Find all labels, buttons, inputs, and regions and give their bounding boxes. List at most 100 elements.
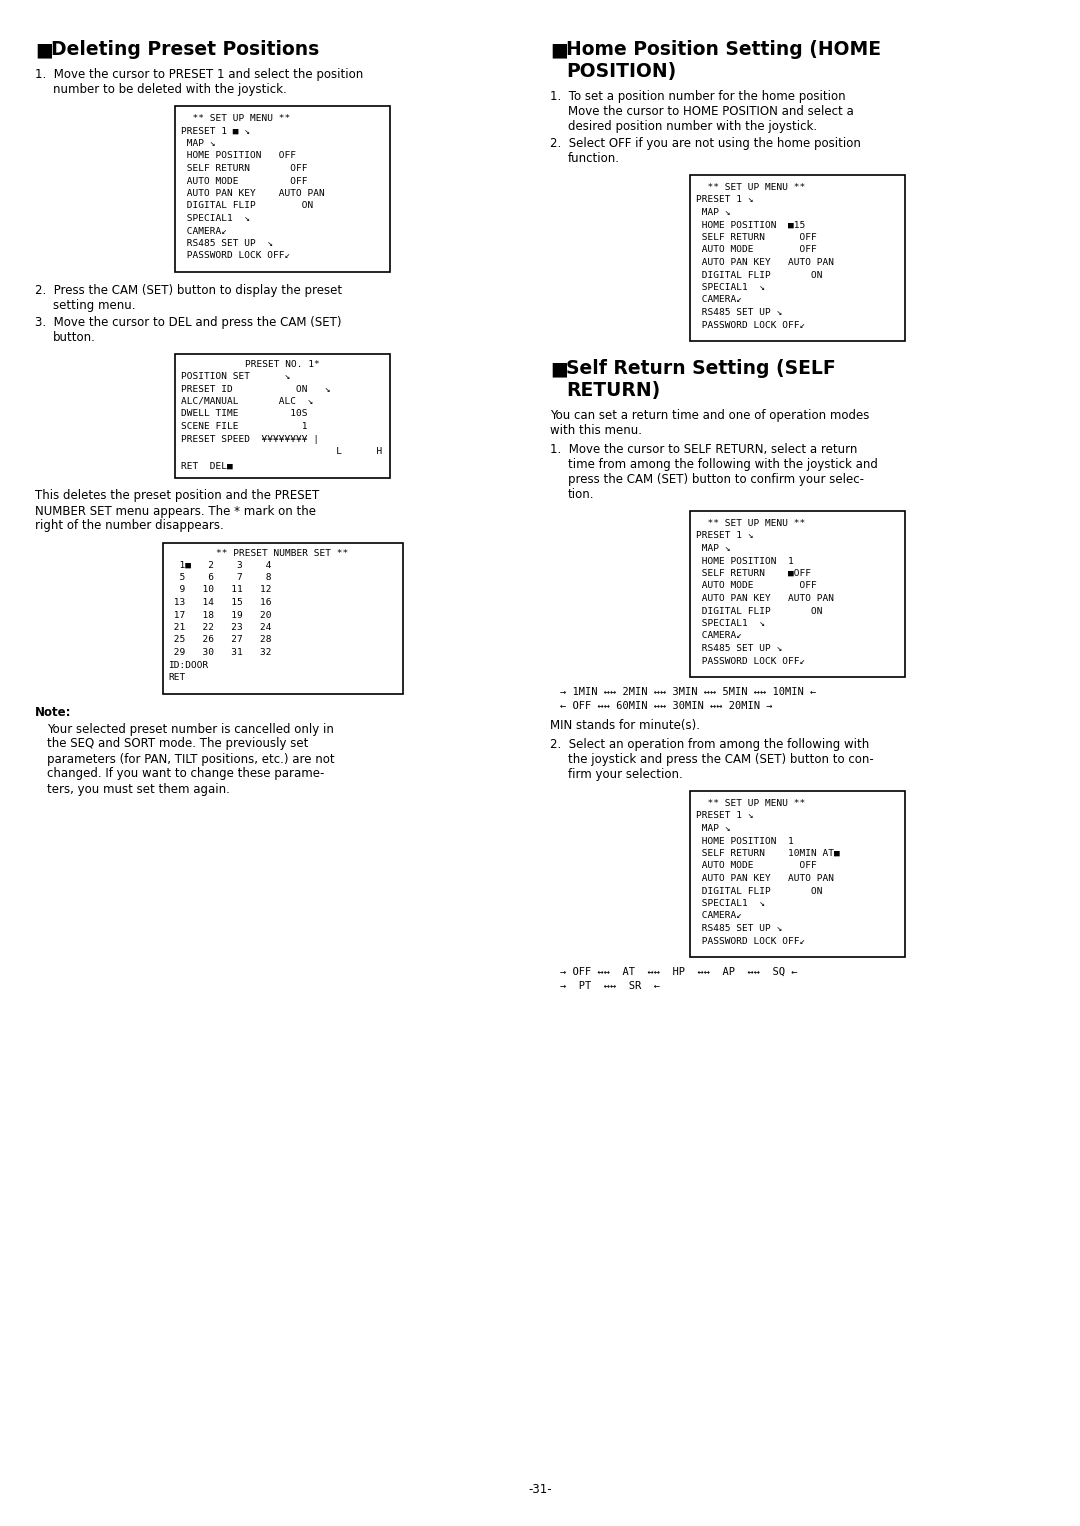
Text: PRESET 1 ↘: PRESET 1 ↘ [696, 531, 754, 540]
Text: ** SET UP MENU **: ** SET UP MENU ** [696, 800, 806, 807]
FancyBboxPatch shape [175, 105, 390, 272]
Text: button.: button. [53, 331, 96, 343]
Text: press the CAM (SET) button to confirm your selec-: press the CAM (SET) button to confirm yo… [568, 473, 864, 485]
Text: MIN stands for minute(s).: MIN stands for minute(s). [550, 719, 700, 732]
Text: 1.  Move the cursor to SELF RETURN, select a return: 1. Move the cursor to SELF RETURN, selec… [550, 443, 858, 456]
Text: AUTO MODE        OFF: AUTO MODE OFF [696, 581, 816, 591]
Text: PASSWORD LOCK OFF↙: PASSWORD LOCK OFF↙ [696, 937, 806, 946]
Text: SPECIAL1  ↘: SPECIAL1 ↘ [181, 214, 249, 223]
Text: SPECIAL1  ↘: SPECIAL1 ↘ [696, 899, 765, 908]
Text: 1■   2    3    4: 1■ 2 3 4 [168, 560, 272, 569]
Text: This deletes the preset position and the PRESET: This deletes the preset position and the… [35, 490, 320, 502]
Text: HOME POSITION  1: HOME POSITION 1 [696, 836, 794, 845]
Text: ALC/MANUAL       ALC  ↘: ALC/MANUAL ALC ↘ [181, 397, 313, 406]
Text: RETURN): RETURN) [566, 382, 660, 400]
Text: 9   10   11   12: 9 10 11 12 [168, 586, 272, 595]
Text: PRESET SPEED  ¥¥¥¥¥¥¥¥ |: PRESET SPEED ¥¥¥¥¥¥¥¥ | [181, 435, 319, 444]
Text: AUTO PAN KEY   AUTO PAN: AUTO PAN KEY AUTO PAN [696, 258, 834, 267]
Text: AUTO PAN KEY    AUTO PAN: AUTO PAN KEY AUTO PAN [181, 189, 325, 198]
Text: PASSWORD LOCK OFF↙: PASSWORD LOCK OFF↙ [181, 252, 291, 261]
Text: MAP ↘: MAP ↘ [696, 824, 730, 833]
Text: DIGITAL FLIP       ON: DIGITAL FLIP ON [696, 270, 823, 279]
Text: ** SET UP MENU **: ** SET UP MENU ** [696, 519, 806, 528]
Text: 2.  Select an operation from among the following with: 2. Select an operation from among the fo… [550, 739, 869, 751]
Text: RS485 SET UP ↘: RS485 SET UP ↘ [696, 925, 782, 932]
Text: with this menu.: with this menu. [550, 424, 642, 436]
Text: desired position number with the joystick.: desired position number with the joystic… [568, 121, 818, 133]
Text: -31-: -31- [528, 1483, 552, 1495]
Text: → 1MIN ↔↔ 2MIN ↔↔ 3MIN ↔↔ 5MIN ↔↔ 10MIN ←: → 1MIN ↔↔ 2MIN ↔↔ 3MIN ↔↔ 5MIN ↔↔ 10MIN … [561, 687, 816, 697]
Text: SELF RETURN    ■OFF: SELF RETURN ■OFF [696, 569, 811, 578]
Text: SELF RETURN       OFF: SELF RETURN OFF [181, 163, 308, 172]
Text: 29   30   31   32: 29 30 31 32 [168, 649, 272, 658]
Text: AUTO MODE        OFF: AUTO MODE OFF [696, 862, 816, 870]
Text: RS485 SET UP ↘: RS485 SET UP ↘ [696, 644, 782, 653]
Text: PRESET NO. 1*: PRESET NO. 1* [245, 360, 320, 369]
Text: NUMBER SET menu appears. The * mark on the: NUMBER SET menu appears. The * mark on t… [35, 505, 316, 517]
Text: MAP ↘: MAP ↘ [181, 139, 216, 148]
Text: RS485 SET UP ↘: RS485 SET UP ↘ [696, 308, 782, 317]
Text: PRESET 1 ↘: PRESET 1 ↘ [696, 812, 754, 821]
Text: MAP ↘: MAP ↘ [696, 543, 730, 552]
Text: L      H: L H [181, 447, 382, 456]
Text: CAMERA↙: CAMERA↙ [696, 911, 742, 920]
Text: ** SET UP MENU **: ** SET UP MENU ** [181, 114, 291, 124]
Text: 1.  To set a position number for the home position: 1. To set a position number for the home… [550, 90, 846, 102]
Text: SCENE FILE           1: SCENE FILE 1 [181, 423, 308, 430]
Text: AUTO PAN KEY   AUTO PAN: AUTO PAN KEY AUTO PAN [696, 594, 834, 603]
Text: 2.  Select OFF if you are not using the home position: 2. Select OFF if you are not using the h… [550, 137, 861, 150]
Text: Move the cursor to HOME POSITION and select a: Move the cursor to HOME POSITION and sel… [568, 105, 854, 118]
Text: DIGITAL FLIP       ON: DIGITAL FLIP ON [696, 887, 823, 896]
Text: MAP ↘: MAP ↘ [696, 208, 730, 217]
Text: number to be deleted with the joystick.: number to be deleted with the joystick. [53, 82, 287, 96]
Text: ■: ■ [550, 40, 568, 60]
FancyBboxPatch shape [690, 175, 905, 340]
Text: ← OFF ↔↔ 60MIN ↔↔ 30MIN ↔↔ 20MIN →: ← OFF ↔↔ 60MIN ↔↔ 30MIN ↔↔ 20MIN → [561, 700, 772, 711]
Text: You can set a return time and one of operation modes: You can set a return time and one of ope… [550, 409, 869, 423]
Text: RET  DEL■: RET DEL■ [181, 461, 233, 470]
Text: POSITION SET      ↘: POSITION SET ↘ [181, 372, 291, 382]
Text: DIGITAL FLIP        ON: DIGITAL FLIP ON [181, 201, 313, 211]
Text: 1.  Move the cursor to PRESET 1 and select the position: 1. Move the cursor to PRESET 1 and selec… [35, 69, 363, 81]
Text: AUTO MODE         OFF: AUTO MODE OFF [181, 177, 308, 186]
Text: HOME POSITION   OFF: HOME POSITION OFF [181, 151, 296, 160]
Text: Home Position Setting (HOME: Home Position Setting (HOME [566, 40, 881, 60]
Text: right of the number disappears.: right of the number disappears. [35, 519, 224, 533]
Text: AUTO MODE        OFF: AUTO MODE OFF [696, 246, 816, 255]
Text: 5    6    7    8: 5 6 7 8 [168, 572, 272, 581]
Text: ■: ■ [35, 40, 53, 60]
Text: PASSWORD LOCK OFF↙: PASSWORD LOCK OFF↙ [696, 656, 806, 665]
Text: Self Return Setting (SELF: Self Return Setting (SELF [566, 359, 836, 378]
Text: 21   22   23   24: 21 22 23 24 [168, 623, 272, 632]
Text: DIGITAL FLIP       ON: DIGITAL FLIP ON [696, 606, 823, 615]
Text: RS485 SET UP  ↘: RS485 SET UP ↘ [181, 240, 273, 249]
Text: PRESET ID           ON   ↘: PRESET ID ON ↘ [181, 385, 330, 394]
Text: ID:DOOR: ID:DOOR [168, 661, 208, 670]
Text: →  PT  ↔↔  SR  ←: → PT ↔↔ SR ← [561, 981, 660, 990]
Text: PRESET 1 ■ ↘: PRESET 1 ■ ↘ [181, 127, 249, 136]
Text: PRESET 1 ↘: PRESET 1 ↘ [696, 195, 754, 204]
Text: PASSWORD LOCK OFF↙: PASSWORD LOCK OFF↙ [696, 320, 806, 330]
Text: function.: function. [568, 153, 620, 165]
Text: changed. If you want to change these parame-: changed. If you want to change these par… [48, 768, 324, 780]
Text: SELF RETURN      OFF: SELF RETURN OFF [696, 233, 816, 243]
Text: ** SET UP MENU **: ** SET UP MENU ** [696, 183, 806, 192]
Text: SPECIAL1  ↘: SPECIAL1 ↘ [696, 620, 765, 629]
Text: RET: RET [168, 673, 186, 682]
FancyBboxPatch shape [162, 543, 403, 693]
Text: CAMERA↙: CAMERA↙ [696, 632, 742, 641]
Text: setting menu.: setting menu. [53, 299, 135, 311]
Text: ters, you must set them again.: ters, you must set them again. [48, 783, 230, 795]
Text: 3.  Move the cursor to DEL and press the CAM (SET): 3. Move the cursor to DEL and press the … [35, 316, 341, 330]
Text: firm your selection.: firm your selection. [568, 768, 683, 781]
Text: SPECIAL1  ↘: SPECIAL1 ↘ [696, 282, 765, 291]
Text: CAMERA↙: CAMERA↙ [181, 226, 227, 235]
Text: Your selected preset number is cancelled only in: Your selected preset number is cancelled… [48, 722, 334, 736]
Text: 25   26   27   28: 25 26 27 28 [168, 635, 272, 644]
Text: the joystick and press the CAM (SET) button to con-: the joystick and press the CAM (SET) but… [568, 752, 874, 766]
Text: DWELL TIME         10S: DWELL TIME 10S [181, 409, 308, 418]
FancyBboxPatch shape [175, 354, 390, 478]
FancyBboxPatch shape [690, 511, 905, 678]
Text: CAMERA↙: CAMERA↙ [696, 296, 742, 305]
Text: AUTO PAN KEY   AUTO PAN: AUTO PAN KEY AUTO PAN [696, 874, 834, 884]
